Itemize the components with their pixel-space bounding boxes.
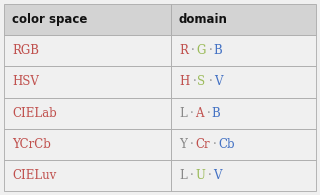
Text: Cr: Cr — [195, 138, 210, 151]
Text: ·: · — [190, 107, 194, 120]
Text: A: A — [195, 107, 204, 120]
Text: B: B — [212, 107, 220, 120]
Text: S: S — [197, 75, 205, 88]
Bar — [171, 98, 316, 129]
Bar — [4, 4, 171, 35]
Text: R: R — [179, 44, 188, 57]
Text: B: B — [214, 44, 222, 57]
Bar — [171, 4, 316, 35]
Text: domain: domain — [179, 13, 228, 26]
Text: Y: Y — [179, 138, 187, 151]
Text: ·: · — [209, 75, 213, 88]
Text: YCrCb: YCrCb — [12, 138, 51, 151]
Text: U: U — [195, 169, 205, 182]
Bar — [4, 66, 171, 98]
Text: ·: · — [191, 44, 195, 57]
Text: CIELab: CIELab — [12, 107, 57, 120]
Text: Cb: Cb — [218, 138, 235, 151]
Bar — [4, 35, 171, 66]
Bar — [171, 129, 316, 160]
Text: V: V — [214, 75, 222, 88]
Bar — [4, 98, 171, 129]
Bar — [171, 35, 316, 66]
Text: H: H — [179, 75, 189, 88]
Text: L: L — [179, 107, 187, 120]
Text: ·: · — [208, 169, 212, 182]
Text: V: V — [213, 169, 222, 182]
Bar — [4, 129, 171, 160]
Text: ·: · — [207, 107, 211, 120]
Text: color space: color space — [12, 13, 87, 26]
Text: G: G — [196, 44, 205, 57]
Bar — [4, 160, 171, 191]
Text: CIELuv: CIELuv — [12, 169, 56, 182]
Text: L: L — [179, 169, 187, 182]
Text: ·: · — [193, 75, 196, 88]
Text: RGB: RGB — [12, 44, 39, 57]
Text: ·: · — [190, 169, 194, 182]
Bar — [171, 160, 316, 191]
Text: ·: · — [190, 138, 194, 151]
Text: ·: · — [213, 138, 217, 151]
Bar — [171, 66, 316, 98]
Text: HSV: HSV — [12, 75, 39, 88]
Text: ·: · — [209, 44, 213, 57]
